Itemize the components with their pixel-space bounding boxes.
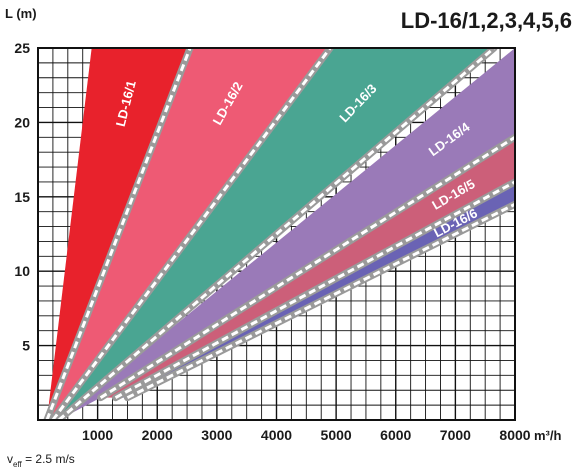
- velocity-note-value: = 2.5 m/s: [22, 452, 75, 466]
- x-tick-label: 8000: [499, 427, 530, 443]
- x-tick-labels: 1000 2000 3000 4000 5000 6000 7000 8000: [82, 427, 531, 443]
- x-axis-label: m³/h: [534, 428, 562, 443]
- y-tick-label: 15: [14, 189, 30, 205]
- velocity-note: veff = 2.5 m/s: [7, 452, 75, 469]
- plot-frame: [37, 47, 516, 421]
- x-tick-label: 6000: [380, 427, 411, 443]
- band-separator-dash: [57, 48, 496, 420]
- velocity-note-symbol: v: [7, 452, 13, 466]
- band-separator-dash: [99, 136, 515, 399]
- band-separators: [43, 48, 515, 420]
- band-ld-16-4: [58, 48, 515, 420]
- velocity-note-subscript: eff: [13, 460, 23, 469]
- x-tick-label: 1000: [82, 427, 113, 443]
- band-separator-dash: [114, 180, 515, 399]
- y-tick-label: 10: [14, 263, 30, 279]
- y-axis-label: L (m): [5, 6, 37, 21]
- x-tick-label: 3000: [201, 427, 232, 443]
- x-tick-label: 4000: [261, 427, 292, 443]
- y-tick-label: 20: [14, 114, 30, 130]
- x-tick-label: 2000: [142, 427, 173, 443]
- band-separator-dash: [45, 48, 192, 420]
- band-separator-dash: [51, 48, 332, 420]
- y-tick-label: 25: [14, 40, 30, 56]
- x-tick-label: 7000: [440, 427, 471, 443]
- x-tick-label: 5000: [321, 427, 352, 443]
- y-tick-labels: 5 10 15 20 25: [14, 40, 30, 354]
- y-tick-label: 5: [22, 338, 30, 354]
- chart-title: LD-16/1,2,3,4,5,6: [401, 8, 572, 33]
- band-separator-dash: [126, 202, 515, 400]
